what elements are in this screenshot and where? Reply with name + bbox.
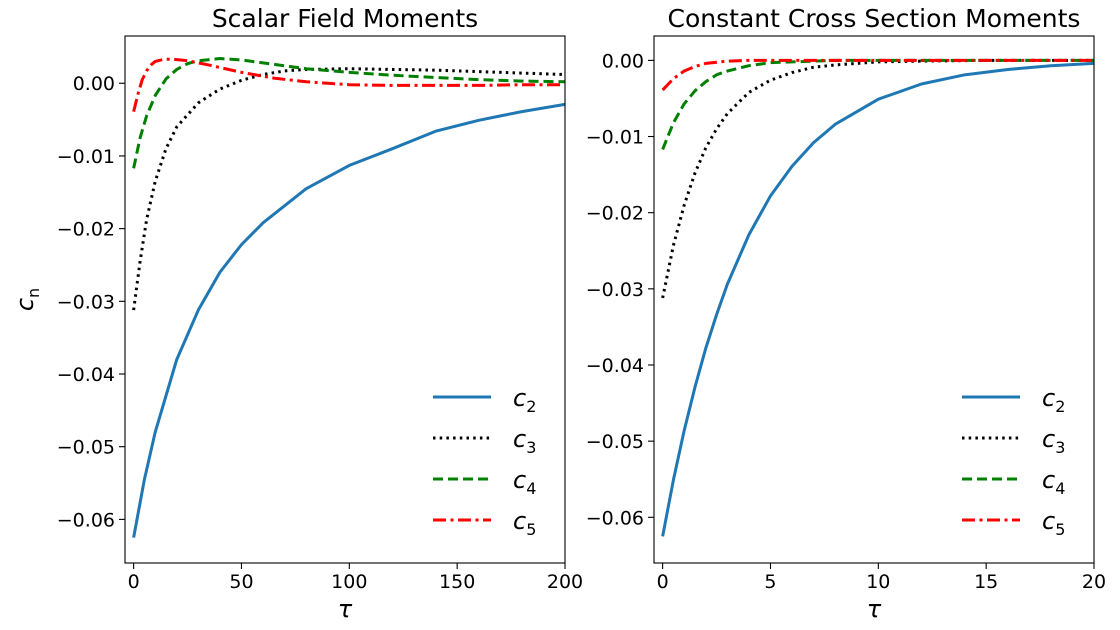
legend-label-sub: 5 — [526, 520, 536, 539]
y-tick-label: −0.01 — [586, 127, 644, 149]
y-tick-label: −0.03 — [586, 279, 644, 301]
y-axis-label-main: c — [11, 298, 39, 311]
plot-frame — [653, 35, 1095, 564]
x-axis-label: τ — [338, 595, 353, 623]
y-tick-label: −0.01 — [57, 146, 115, 168]
legend-label-main: c — [513, 507, 526, 535]
y-tick-label: 0.00 — [73, 73, 115, 95]
y-tick-label: −0.05 — [57, 437, 115, 459]
chart-title: Scalar Field Moments — [212, 4, 478, 33]
x-tick-label: 20 — [1082, 571, 1106, 593]
y-tick-label: −0.02 — [586, 203, 644, 225]
legend-label-c2: c2 — [1042, 384, 1065, 416]
x-tick-label: 15 — [974, 571, 998, 593]
y-tick-label: −0.06 — [586, 507, 644, 529]
legend-label-main: c — [513, 466, 526, 494]
series-line-c5 — [661, 58, 1094, 92]
x-axis-label: τ — [867, 595, 882, 623]
y-axis-label-sub: n — [24, 288, 43, 298]
legend-label-c5: c5 — [1042, 507, 1065, 539]
legend-label-main: c — [1042, 384, 1055, 412]
legend-label-c4: c4 — [1042, 466, 1065, 498]
legend-label-c5: c5 — [513, 507, 536, 539]
x-tick-label: 0 — [128, 571, 140, 593]
series-line-c3 — [661, 58, 1094, 299]
y-tick-label: 0.00 — [602, 50, 644, 72]
series-line-c2 — [132, 102, 565, 538]
y-axis-label: cn — [11, 288, 43, 311]
legend-label-sub: 2 — [1055, 397, 1065, 416]
y-tick-label: −0.04 — [57, 364, 115, 386]
x-tick-label: 50 — [229, 571, 253, 593]
legend-label-main: c — [513, 384, 526, 412]
legend-label-main: c — [1042, 507, 1055, 535]
legend-label-sub: 3 — [526, 438, 536, 457]
legend-label-main: c — [513, 425, 526, 453]
legend-label-c2: c2 — [513, 384, 536, 416]
series-line-c2 — [661, 61, 1094, 537]
legend-label-sub: 5 — [1055, 520, 1065, 539]
legend-label-sub: 4 — [526, 479, 536, 498]
series-line-c4 — [132, 57, 565, 169]
y-tick-label: −0.05 — [586, 431, 644, 453]
series-line-c3 — [132, 67, 565, 311]
legend-label-c4: c4 — [513, 466, 536, 498]
legend-label-sub: 2 — [526, 397, 536, 416]
y-tick-label: −0.04 — [586, 355, 644, 377]
legend-label-c3: c3 — [1042, 425, 1065, 457]
chart-panel-1: Scalar Field Moments 0 50 100 150 200 0.00 −0.0… — [11, 4, 583, 623]
series-line-c5 — [132, 57, 565, 112]
y-tick-label: −0.03 — [57, 291, 115, 313]
series-line-c4 — [661, 58, 1094, 151]
legend-label-sub: 3 — [1055, 438, 1065, 457]
legend-label-main: c — [1042, 466, 1055, 494]
x-tick-label: 200 — [547, 571, 583, 593]
chart-panel-2: Constant Cross Section Moments 0 5 10 15 20 0.… — [586, 4, 1106, 623]
x-tick-label: 10 — [866, 571, 890, 593]
y-tick-label: −0.06 — [57, 509, 115, 531]
x-tick-label: 150 — [439, 571, 475, 593]
legend-label-c3: c3 — [513, 425, 536, 457]
x-tick-label: 0 — [657, 571, 669, 593]
legend-label-main: c — [1042, 425, 1055, 453]
plot-frame — [124, 35, 566, 564]
x-tick-label: 100 — [331, 571, 367, 593]
legend-label-sub: 4 — [1055, 479, 1065, 498]
x-tick-label: 5 — [764, 571, 776, 593]
chart-title: Constant Cross Section Moments — [668, 4, 1081, 33]
y-tick-label: −0.02 — [57, 219, 115, 241]
